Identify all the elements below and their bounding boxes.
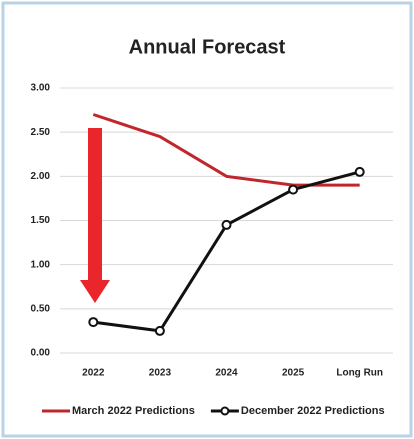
legend: March 2022 Predictions December 2022 Pred… — [42, 405, 385, 417]
y-tick-label: 2.50 — [31, 127, 51, 138]
y-tick-label: 1.00 — [31, 259, 51, 270]
arrow-shaft — [88, 128, 102, 281]
legend-label: December 2022 Predictions — [241, 405, 385, 417]
point — [221, 219, 232, 230]
point — [88, 317, 99, 328]
arrow-annotation — [80, 128, 110, 303]
x-tick-label: Long Run — [336, 368, 383, 379]
y-tick-label: 0.50 — [31, 303, 51, 314]
x-tick-label: 2022 — [82, 368, 105, 379]
x-tick-label: 2024 — [215, 368, 238, 379]
y-tick-label: 2.00 — [31, 171, 51, 182]
y-tick-label: 0.00 — [31, 348, 51, 359]
y-tick-label: 3.00 — [31, 83, 51, 94]
point — [154, 325, 165, 336]
chart-title: Annual Forecast — [129, 36, 286, 58]
y-tick-label: 1.50 — [31, 215, 51, 226]
point — [354, 166, 365, 177]
x-tick-label: 2025 — [282, 368, 305, 379]
plot — [88, 113, 365, 336]
legend-label: March 2022 Predictions — [72, 405, 195, 417]
x-tick-label: 2023 — [149, 368, 172, 379]
point — [288, 184, 299, 195]
arrow-head — [80, 280, 110, 303]
legend-marker — [220, 406, 230, 416]
grid: 0.00 0.50 1.00 1.50 2.00 2.50 3.00 2022 2023 2024… — [31, 83, 393, 379]
